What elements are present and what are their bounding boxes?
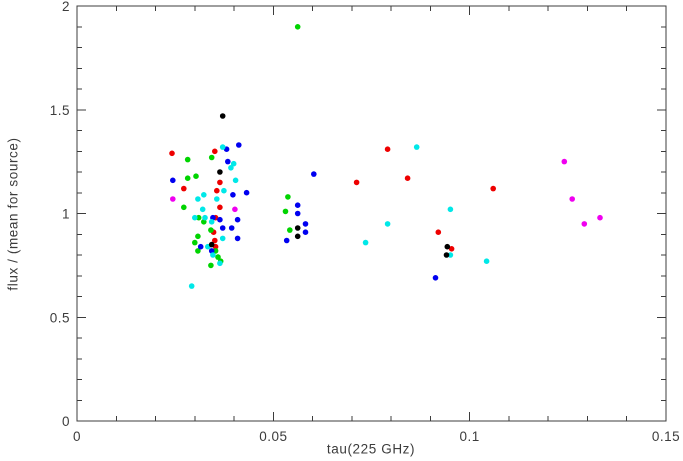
data-point-cyan	[210, 252, 216, 258]
data-point-black	[208, 241, 215, 248]
data-point-magenta	[232, 206, 238, 213]
data-point-blue	[432, 275, 439, 281]
data-point-black	[294, 233, 301, 240]
data-point-blue	[170, 177, 176, 184]
data-point-black	[217, 169, 223, 175]
data-point-blue	[234, 235, 241, 242]
data-point-green	[192, 239, 198, 246]
data-point-blue	[294, 202, 301, 208]
data-point-magenta	[561, 158, 568, 165]
data-point-cyan	[202, 214, 208, 221]
data-point-green	[208, 262, 214, 269]
data-point-cyan	[208, 219, 215, 225]
data-point-green	[181, 204, 187, 211]
data-point-cyan	[201, 192, 207, 198]
data-point-red	[212, 237, 218, 244]
data-point-red	[169, 150, 175, 157]
data-point-cyan	[217, 260, 223, 267]
data-point-blue	[243, 189, 250, 196]
data-point-cyan	[483, 258, 490, 265]
data-point-cyan	[195, 196, 201, 202]
y-axis-label: flux / (mean for source)	[5, 137, 21, 291]
data-point-red	[181, 185, 187, 192]
data-point-cyan	[214, 196, 220, 202]
data-point-green	[294, 24, 301, 30]
data-point-cyan	[232, 177, 239, 184]
data-point-blue	[302, 221, 309, 227]
plot-frame	[76, 5, 667, 422]
data-point-green	[285, 194, 291, 200]
data-point-green	[184, 156, 191, 163]
data-point-red	[217, 204, 223, 211]
data-point-green	[195, 248, 201, 254]
y-tick-label: 1.5	[50, 103, 70, 118]
data-point-black	[294, 225, 301, 231]
data-point-blue	[197, 243, 204, 250]
data-point-green	[193, 173, 199, 179]
data-point-blue	[311, 171, 317, 177]
data-point-red	[214, 187, 220, 194]
data-point-cyan	[219, 235, 226, 242]
data-point-blue	[225, 158, 231, 165]
x-tick-label: 0.1	[460, 429, 480, 444]
data-point-cyan	[219, 144, 226, 150]
x-tick-label: 0.15	[652, 429, 680, 444]
y-tick-label: 2	[62, 0, 70, 14]
data-point-red	[353, 179, 360, 186]
data-point-cyan	[384, 221, 391, 227]
data-point-blue	[217, 216, 223, 223]
data-point-magenta	[581, 221, 588, 227]
data-point-black	[219, 113, 226, 119]
data-point-green	[212, 248, 219, 254]
data-point-blue	[236, 142, 242, 148]
data-point-green	[282, 208, 289, 215]
data-point-cyan	[188, 283, 195, 289]
data-point-cyan	[221, 187, 227, 194]
data-point-blue	[294, 210, 301, 217]
data-point-cyan	[362, 239, 369, 246]
data-point-green	[184, 175, 191, 181]
x-tick-label: 0.05	[259, 429, 287, 444]
y-tick-label: 1	[62, 207, 70, 222]
data-point-green	[208, 227, 214, 233]
data-point-red	[217, 179, 223, 186]
data-point-cyan	[228, 165, 234, 171]
data-point-green	[215, 254, 221, 260]
data-point-green	[208, 154, 215, 161]
data-point-blue	[230, 192, 236, 198]
data-point-cyan	[447, 252, 454, 258]
data-point-cyan	[230, 160, 237, 167]
data-point-cyan	[192, 214, 198, 221]
x-tick-label: 0	[73, 429, 81, 444]
data-point-magenta	[569, 196, 575, 202]
data-point-red	[448, 246, 455, 252]
data-point-cyan	[413, 144, 420, 150]
data-point-blue	[228, 225, 235, 231]
data-point-cyan	[199, 206, 206, 213]
data-point-red	[212, 148, 218, 155]
data-point-blue	[283, 237, 290, 244]
data-point-green	[195, 233, 201, 240]
data-point-black	[444, 243, 451, 250]
data-point-blue	[234, 216, 241, 223]
data-point-cyan	[447, 206, 454, 213]
data-point-black	[443, 252, 450, 258]
data-point-magenta	[170, 196, 176, 202]
data-point-blue	[219, 225, 226, 231]
x-axis-label: tau(225 GHz)	[326, 441, 416, 457]
y-tick-label: 0.5	[50, 310, 70, 325]
data-point-green	[287, 227, 293, 233]
data-point-red	[435, 229, 442, 235]
data-point-green	[195, 214, 202, 221]
data-point-blue	[302, 229, 309, 235]
y-tick-label: 0	[62, 414, 70, 429]
data-point-red	[384, 146, 391, 152]
data-point-magenta	[597, 214, 603, 221]
data-point-red	[404, 175, 411, 181]
data-point-red	[490, 185, 497, 192]
